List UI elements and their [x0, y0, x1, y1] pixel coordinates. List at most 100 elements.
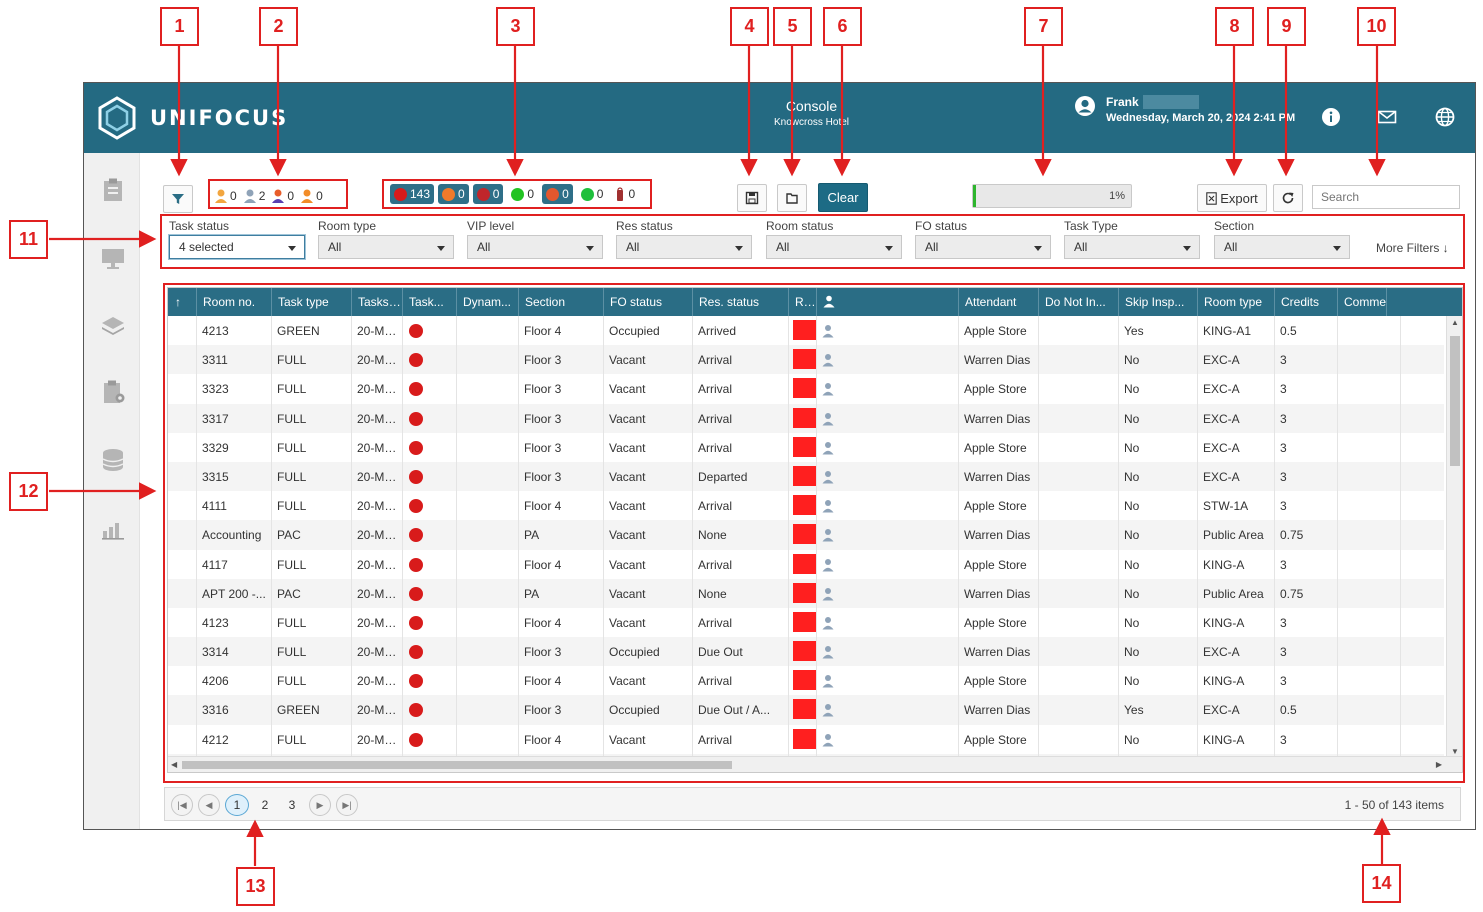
column-header[interactable]: Do Not In... — [1039, 288, 1119, 316]
filter-dropdown[interactable]: All — [1064, 235, 1200, 259]
report-chart-icon[interactable] — [100, 515, 126, 541]
sort-arrow-up-icon[interactable]: ↑ — [168, 288, 197, 316]
attendant-count-item[interactable]: 2 — [243, 188, 265, 204]
column-header[interactable]: Attendant — [959, 288, 1039, 316]
mail-icon[interactable] — [1377, 107, 1397, 127]
last-page-button[interactable]: ▶| — [336, 794, 358, 816]
row-selector-cell[interactable] — [168, 724, 197, 754]
save-view-button[interactable] — [737, 184, 767, 212]
filter-dropdown[interactable]: All — [915, 235, 1051, 259]
column-header[interactable]: Room type — [1198, 288, 1275, 316]
row-selector-cell[interactable] — [168, 432, 197, 462]
monitor-icon[interactable] — [100, 245, 126, 271]
filter-toggle-button[interactable] — [163, 185, 193, 213]
row-selector-cell[interactable] — [168, 637, 197, 667]
database-icon[interactable] — [100, 447, 126, 473]
column-header[interactable]: Dynam... — [457, 288, 519, 316]
scroll-up-icon[interactable]: ▲ — [1451, 318, 1459, 327]
status-chip-completed[interactable]: 0 — [507, 184, 538, 204]
row-selector-cell[interactable] — [168, 374, 197, 404]
page-1-button[interactable]: 1 — [225, 794, 249, 816]
vertical-scroll-thumb[interactable] — [1450, 336, 1460, 466]
column-header[interactable]: Res. status — [693, 288, 789, 316]
vertical-scrollbar[interactable]: ▲ ▼ — [1446, 316, 1462, 758]
next-page-button[interactable]: ▶ — [309, 794, 331, 816]
row-selector-cell[interactable] — [168, 549, 197, 579]
status-chip-inspected[interactable]: 0 — [577, 184, 608, 204]
row-selector-cell[interactable] — [168, 607, 197, 638]
status-chip-dnd[interactable]: 0 — [611, 184, 639, 204]
column-header[interactable]: Skip Insp... — [1119, 288, 1198, 316]
user-info[interactable]: Frank Wednesday, March 20, 2024 2:41 PM — [1074, 95, 1295, 124]
column-header[interactable]: FO status — [604, 288, 693, 316]
column-header-attendant-icon[interactable] — [817, 288, 959, 316]
column-header[interactable]: Comme — [1338, 288, 1388, 316]
attendant-count-item[interactable]: 0 — [300, 188, 323, 204]
status-chip-in-progress[interactable]: 0 — [438, 184, 469, 204]
row-selector-cell[interactable] — [168, 403, 197, 433]
column-header[interactable]: Room no. — [197, 288, 272, 316]
info-icon[interactable] — [1321, 107, 1341, 127]
prev-page-button[interactable]: ◀ — [198, 794, 220, 816]
column-header[interactable]: Task... — [403, 288, 457, 316]
more-filters-link[interactable]: More Filters ↓ — [1376, 241, 1449, 255]
row-selector-cell[interactable] — [168, 491, 197, 521]
row-selector-cell[interactable] — [168, 578, 197, 608]
filter-dropdown[interactable]: All — [318, 235, 454, 259]
globe-icon[interactable] — [1435, 107, 1455, 127]
row-selector-cell[interactable] — [168, 695, 197, 725]
page-2-button[interactable]: 2 — [261, 798, 269, 812]
export-button[interactable]: Export — [1197, 184, 1267, 212]
clear-button[interactable]: Clear — [818, 183, 868, 212]
horizontal-scrollbar[interactable]: ◀ ▶ — [168, 756, 1462, 772]
load-view-button[interactable] — [777, 184, 807, 212]
scroll-left-icon[interactable]: ◀ — [171, 760, 178, 769]
row-selector-cell[interactable] — [168, 316, 197, 346]
column-header[interactable]: Section — [519, 288, 604, 316]
refresh-button[interactable] — [1273, 184, 1303, 212]
filter-dropdown[interactable]: All — [616, 235, 752, 259]
row-selector-cell[interactable] — [168, 753, 197, 758]
scroll-down-icon[interactable]: ▼ — [1451, 747, 1459, 756]
filter-dropdown[interactable]: All — [766, 235, 902, 259]
column-header[interactable]: Tasksheet na... — [352, 288, 403, 316]
attendant-count-item[interactable]: 0 — [214, 188, 237, 204]
clipboard-tasks-icon[interactable] — [100, 177, 126, 203]
attendant-count-item[interactable]: 0 — [271, 188, 294, 204]
status-chip-inspected-failed[interactable]: 0 — [542, 184, 573, 204]
search-input[interactable] — [1312, 185, 1460, 209]
first-page-button[interactable]: |◀ — [171, 794, 193, 816]
filter-dropdown[interactable]: All — [467, 235, 603, 259]
horizontal-scroll-thumb[interactable] — [182, 761, 732, 769]
table-row[interactable]: APT 200 -...PAC20-Mar-2024/...PAVacantNo… — [168, 578, 1444, 608]
column-header[interactable]: Room status — [789, 288, 817, 316]
column-header[interactable]: Credits — [1275, 288, 1338, 316]
column-header[interactable]: Task type — [272, 288, 352, 316]
filter-dropdown[interactable]: 4 selected — [169, 235, 305, 259]
status-chip-not-started[interactable]: 143 — [390, 184, 435, 204]
filter-dropdown[interactable]: All — [1214, 235, 1350, 259]
page-3-button[interactable]: 3 — [288, 798, 296, 812]
row-selector-cell[interactable] — [168, 666, 197, 696]
status-chip-paused[interactable]: 0 — [472, 184, 504, 204]
clipboard-settings-icon[interactable] — [100, 379, 126, 405]
row-selector-cell[interactable] — [168, 345, 197, 375]
scroll-right-icon[interactable]: ▶ — [1435, 760, 1442, 769]
row-selector-cell[interactable] — [168, 461, 197, 492]
layers-icon[interactable] — [100, 313, 126, 339]
row-selector-cell[interactable] — [168, 520, 197, 550]
